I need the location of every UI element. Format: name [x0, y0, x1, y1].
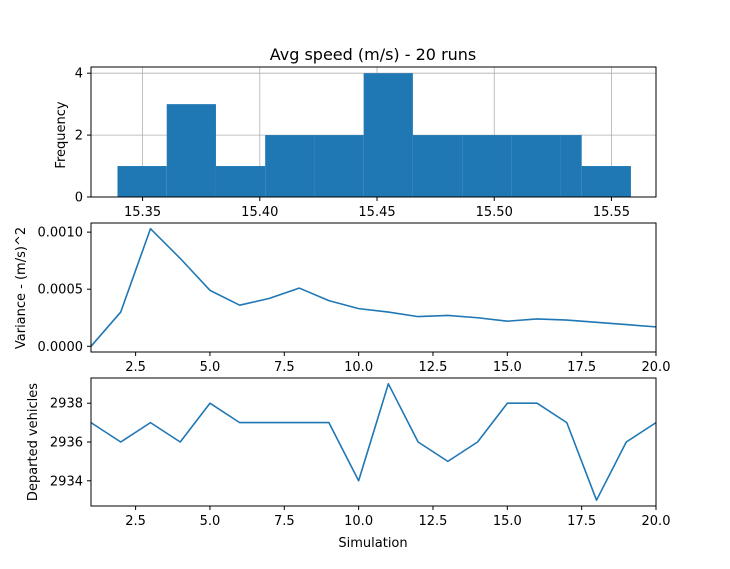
departed-panel: Departed vehicles Simulation 2.5 5.0 7.5 10…: [26, 377, 670, 551]
departed-y-tick-label: 2934: [50, 474, 83, 489]
variance-y-tick-label: 0.0000: [38, 340, 84, 355]
variance-y-axis-label: Variance - (m/s)^2: [14, 227, 29, 349]
variance-x-tick-label: 20.0: [642, 360, 671, 375]
variance-y-tick-label: 0.0010: [38, 226, 84, 241]
departed-x-axis-label: Simulation: [338, 536, 407, 551]
histogram-x-tick-label: 15.45: [358, 205, 395, 220]
departed-y-axis-label: Departed vehicles: [26, 383, 41, 501]
departed-x-tick-label: 20.0: [642, 514, 671, 529]
histogram-bar: [412, 135, 463, 197]
departed-x-tick-label: 15.0: [493, 514, 522, 529]
histogram-frame: [90, 66, 657, 198]
histogram-bar: [581, 166, 631, 197]
histogram-bar: [363, 73, 413, 197]
departed-y-tick-label: 2938: [50, 397, 83, 412]
departed-y-ticks: 2934 2936 2938: [50, 397, 91, 489]
histogram-y-ticks: 0 2 4: [75, 67, 91, 206]
histogram-bar: [215, 166, 266, 197]
departed-x-tick-label: 5.0: [200, 514, 221, 529]
histogram-bar: [462, 135, 512, 197]
departed-line: [90, 383, 657, 501]
departed-series: [90, 383, 657, 501]
variance-x-tick-label: 12.5: [418, 360, 447, 375]
histogram-x-tick-label: 15.35: [124, 205, 161, 220]
histogram-title: Avg speed (m/s) - 20 runs: [270, 45, 477, 64]
departed-x-tick-label: 12.5: [418, 514, 447, 529]
departed-x-ticks: 2.5 5.0 7.5 10.0 12.5 15.0 17.5 20.0: [125, 506, 670, 529]
histogram-bar: [314, 135, 364, 197]
histogram-y-axis-label: Frequency: [54, 101, 69, 168]
variance-x-ticks: 2.5 5.0 7.5 10.0 12.5 15.0 17.5 20.0: [125, 352, 670, 375]
histogram-bars: [117, 73, 631, 197]
histogram-y-tick-label: 4: [75, 67, 83, 82]
histogram-x-tick-label: 15.55: [593, 205, 630, 220]
departed-x-tick-label: 2.5: [125, 514, 146, 529]
variance-line: [90, 227, 657, 347]
variance-series: [90, 227, 657, 347]
histogram-bar: [560, 135, 582, 197]
variance-x-tick-label: 5.0: [200, 360, 221, 375]
variance-y-ticks: 0.0000 0.0005 0.0010: [38, 226, 91, 355]
variance-x-tick-label: 10.0: [344, 360, 373, 375]
variance-x-tick-label: 17.5: [567, 360, 596, 375]
histogram-bar: [117, 166, 167, 197]
histogram-y-tick-label: 0: [75, 191, 83, 206]
departed-x-tick-label: 17.5: [567, 514, 596, 529]
departed-x-tick-label: 10.0: [344, 514, 373, 529]
departed-x-tick-label: 7.5: [274, 514, 295, 529]
histogram-x-ticks: 15.35 15.40 15.45 15.50 15.55: [124, 197, 630, 220]
histogram-panel: Avg speed (m/s) - 20 runs Frequency 15.3…: [54, 45, 657, 220]
variance-x-tick-label: 7.5: [274, 360, 295, 375]
variance-y-tick-label: 0.0005: [38, 283, 84, 298]
histogram-x-tick-label: 15.40: [241, 205, 278, 220]
variance-frame: [90, 222, 657, 353]
histogram-x-tick-label: 15.50: [476, 205, 513, 220]
histogram-bar: [511, 135, 561, 197]
departed-y-tick-label: 2936: [50, 436, 83, 451]
variance-panel: Variance - (m/s)^2 2.5 5.0 7.5 10.0 12.5 15.0…: [14, 222, 670, 375]
variance-x-tick-label: 2.5: [125, 360, 146, 375]
histogram-bar: [265, 135, 315, 197]
histogram-y-tick-label: 2: [75, 129, 83, 144]
histogram-bar: [166, 104, 216, 197]
variance-x-tick-label: 15.0: [493, 360, 522, 375]
